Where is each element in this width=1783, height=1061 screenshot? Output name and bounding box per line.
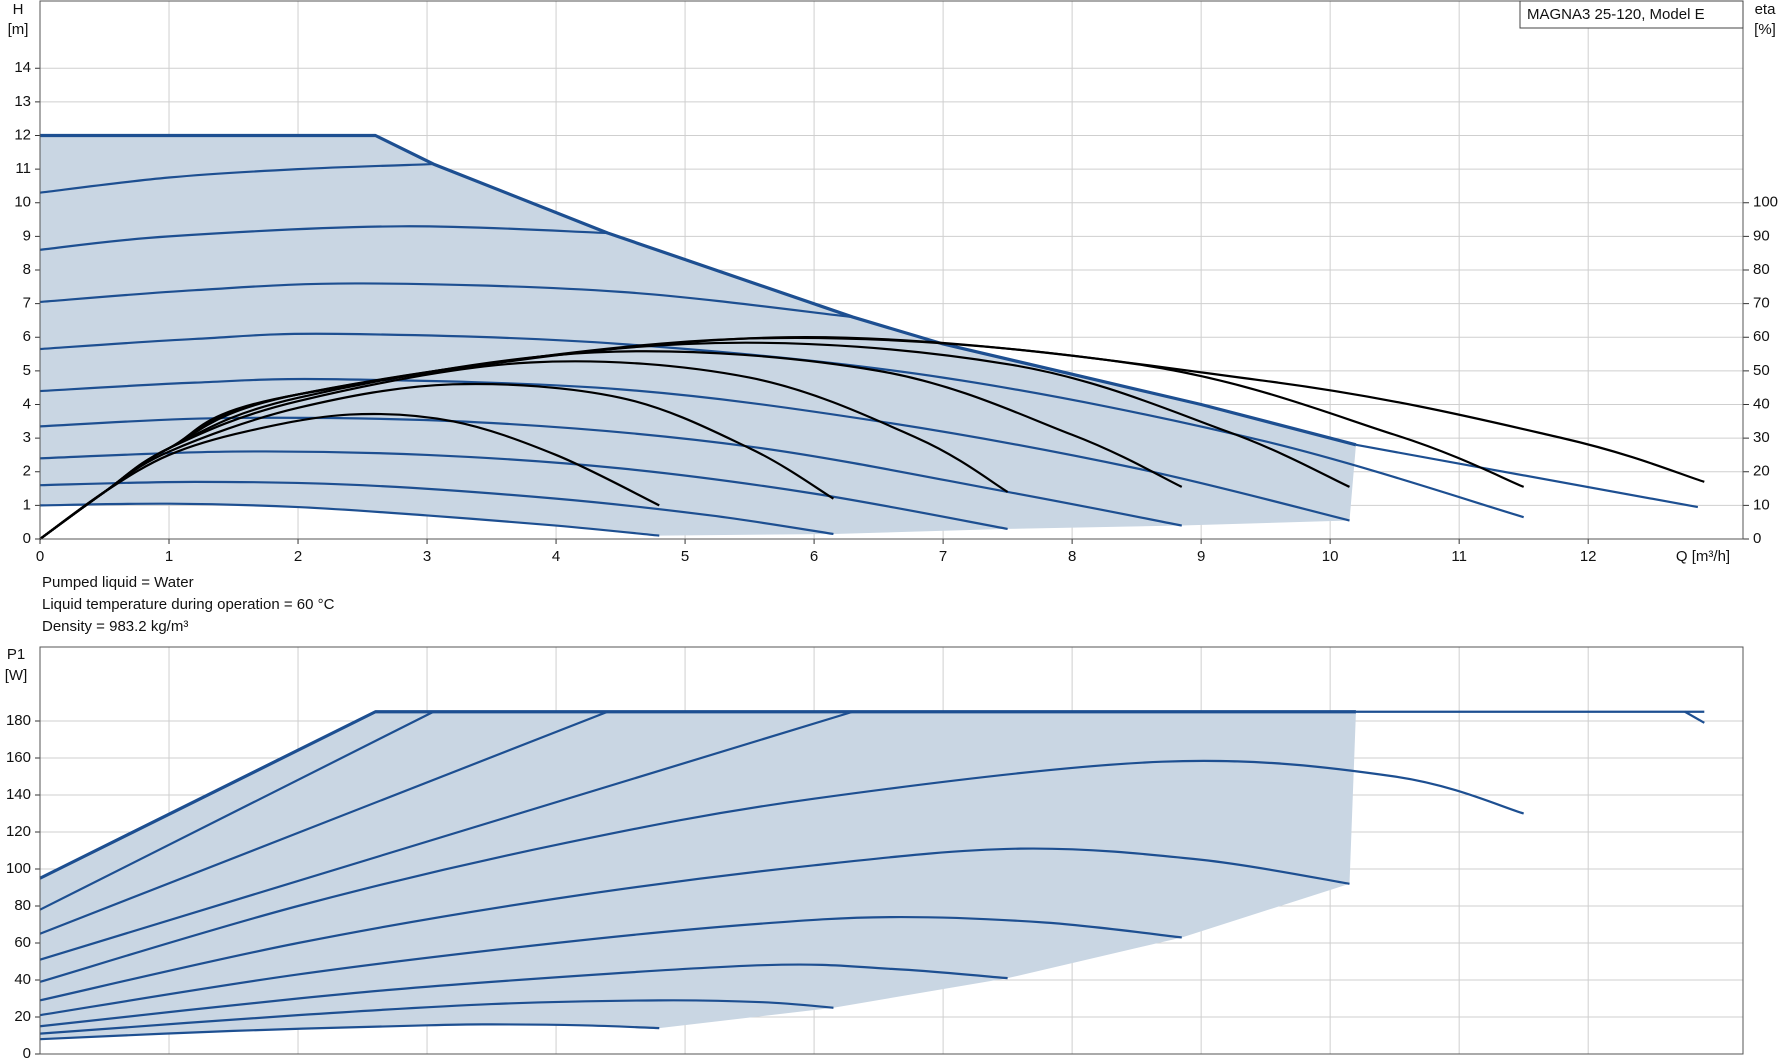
y2-tick-label: 70: [1753, 295, 1770, 312]
x-tick-label: 6: [810, 548, 818, 565]
x-tick-label: 8: [1068, 548, 1076, 565]
x-tick-label: 2: [294, 548, 302, 565]
y-tick-label: 40: [14, 971, 31, 988]
curve: [39, 710, 1356, 880]
y-tick-label: 60: [14, 934, 31, 951]
y-tick-label: 1: [23, 496, 31, 513]
note: Density = 983.2 kg/m³: [42, 618, 188, 635]
x-tick-label: 12: [1580, 548, 1597, 565]
curve: [39, 963, 1008, 1028]
note: Liquid temperature during operation = 60…: [42, 596, 335, 613]
curve: [39, 282, 853, 319]
y2-tick-label: 30: [1753, 429, 1770, 446]
curve: [39, 710, 609, 935]
y2-tick-label: 10: [1753, 496, 1770, 513]
y-axis-unit: [m]: [8, 21, 29, 38]
y-axis-label: P1: [7, 646, 25, 663]
y-tick-label: 5: [23, 362, 31, 379]
curve: [39, 225, 608, 251]
y-tick-label: 8: [23, 261, 31, 278]
y-tick-label: 3: [23, 429, 31, 446]
y-tick-label: 4: [23, 395, 31, 412]
x-tick-label: 9: [1197, 548, 1205, 565]
x-tick-label: 10: [1322, 548, 1339, 565]
x-tick-label: 3: [423, 548, 431, 565]
y-tick-label: 9: [23, 227, 31, 244]
y-tick-label: 0: [23, 530, 31, 547]
chart-title: MAGNA3 25-120, Model E: [1527, 6, 1705, 23]
plot-frame: [39, 0, 1744, 540]
x-tick-label: 4: [552, 548, 560, 565]
y-tick-label: 100: [6, 860, 31, 877]
y-tick-label: 140: [6, 786, 31, 803]
y-tick-label: 180: [6, 712, 31, 729]
y-tick-label: 7: [23, 295, 31, 312]
curve: [39, 710, 854, 961]
curve: [39, 847, 1350, 1002]
y2-tick-label: 0: [1753, 530, 1761, 547]
y-tick-label: 0: [23, 1045, 31, 1061]
y2-axis-unit: [%]: [1754, 21, 1776, 38]
y-tick-label: 6: [23, 328, 31, 345]
curve: [39, 1023, 660, 1041]
y2-tick-label: 100: [1753, 194, 1778, 211]
x-tick-label: 11: [1451, 548, 1467, 565]
x-axis-label: Q [m³/h]: [1676, 548, 1730, 565]
curve: [39, 710, 434, 911]
y2-tick-label: 80: [1753, 261, 1770, 278]
curve: [39, 162, 434, 194]
operating-range: [40, 711, 1356, 1040]
plot-frame: [39, 646, 1744, 1055]
y2-tick-label: 20: [1753, 463, 1770, 480]
y2-axis-label: eta: [1755, 1, 1777, 18]
y-tick-label: 10: [14, 194, 31, 211]
efficiency-curve: [39, 336, 1705, 540]
x-tick-label: 7: [939, 548, 947, 565]
x-tick-label: 0: [36, 548, 44, 565]
x-tick-label: 1: [165, 548, 173, 565]
y2-tick-label: 90: [1753, 227, 1770, 244]
curve: [1355, 443, 1699, 509]
y-tick-label: 120: [6, 823, 31, 840]
curve: [39, 377, 1350, 522]
y2-tick-label: 60: [1753, 328, 1770, 345]
curve: [39, 332, 1524, 519]
y-tick-label: 2: [23, 463, 31, 480]
y-axis-unit: [W]: [5, 667, 28, 684]
note: Pumped liquid = Water: [42, 574, 194, 591]
curve: [39, 502, 660, 537]
curve: [39, 915, 1182, 1017]
y-tick-label: 11: [15, 160, 31, 177]
x-tick-label: 5: [681, 548, 689, 565]
curve: [40, 133, 1357, 447]
curve: [39, 759, 1524, 983]
curve: [1684, 710, 1705, 724]
y2-tick-label: 50: [1753, 362, 1770, 379]
title-box: [1519, 0, 1744, 29]
y-axis-label: H: [13, 1, 24, 18]
curve: [39, 450, 1008, 530]
curve: [39, 480, 834, 536]
y-tick-label: 20: [14, 1008, 31, 1025]
y-tick-label: 12: [14, 126, 31, 143]
y-tick-label: 13: [14, 93, 31, 110]
y2-tick-label: 40: [1753, 395, 1770, 412]
y-tick-label: 160: [6, 749, 31, 766]
y-tick-label: 14: [14, 59, 31, 76]
y-tick-label: 80: [14, 897, 31, 914]
operating-range: [40, 135, 1356, 536]
curve: [39, 999, 834, 1035]
